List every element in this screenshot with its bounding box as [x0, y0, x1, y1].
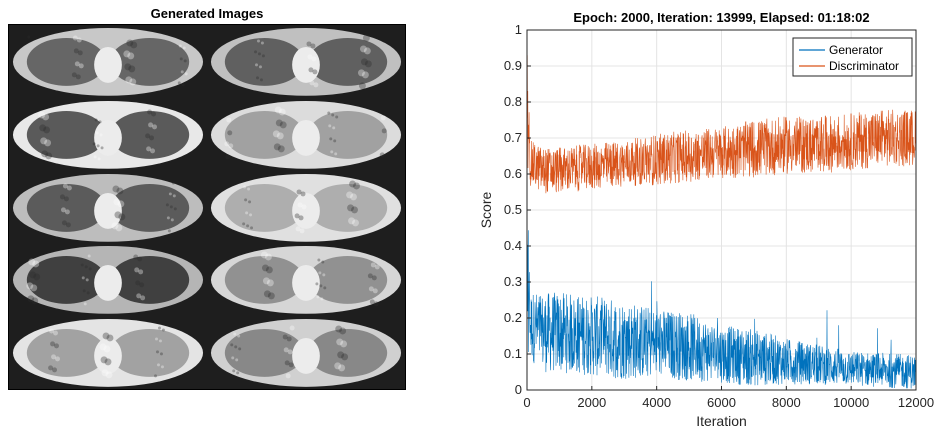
y-tick-label: 0.3 [504, 274, 522, 289]
y-tick-label: 0 [515, 382, 522, 397]
y-tick-label: 0.1 [504, 346, 522, 361]
y-tick-label: 1 [515, 22, 522, 37]
y-tick-label: 0.2 [504, 310, 522, 325]
generated-images-mosaic [8, 24, 406, 390]
x-tick-label: 6000 [707, 395, 736, 410]
generated-image-tile [207, 25, 405, 98]
y-axis-label: Score [478, 192, 494, 229]
generated-image-tile [9, 97, 207, 171]
generated-images-title: Generated Images [150, 6, 264, 21]
legend-label: Discriminator [829, 59, 899, 73]
training-score-chart: 0 2000 4000 6000 8000 10000 12000 0 0.1 0.2 0.3 0.4… [478, 10, 934, 429]
x-tick-label: 2000 [577, 395, 606, 410]
x-tick-label: 4000 [642, 395, 671, 410]
x-tick-label: 10000 [833, 395, 869, 410]
y-tick-label: 0.7 [504, 130, 522, 145]
series-line-generator [526, 230, 917, 389]
generated-image-tile [9, 316, 207, 389]
generated-image-tile [207, 243, 405, 317]
legend: Generator Discriminator [792, 37, 913, 77]
generated-image-tile [9, 243, 207, 317]
y-tick-label: 0.4 [504, 238, 522, 253]
generated-image-tile [207, 170, 405, 244]
y-tick-label: 0.8 [504, 94, 522, 109]
y-tick-label: 0.5 [504, 202, 522, 217]
x-tick-label: 8000 [772, 395, 801, 410]
y-tick-label: 0.6 [504, 166, 522, 181]
x-tick-label: 0 [523, 395, 530, 410]
generated-image-tile [9, 170, 207, 244]
y-tick-label: 0.9 [504, 58, 522, 73]
chart-title: Epoch: 2000, Iteration: 13999, Elapsed: … [573, 10, 869, 25]
series-line-discriminator [526, 55, 917, 194]
x-axis-label: Iteration [696, 413, 747, 429]
generated-image-tile [207, 97, 405, 171]
legend-label: Generator [829, 43, 883, 57]
x-tick-label: 12000 [898, 395, 934, 410]
generated-image-tile [207, 316, 405, 389]
generated-image-tile [9, 25, 207, 98]
